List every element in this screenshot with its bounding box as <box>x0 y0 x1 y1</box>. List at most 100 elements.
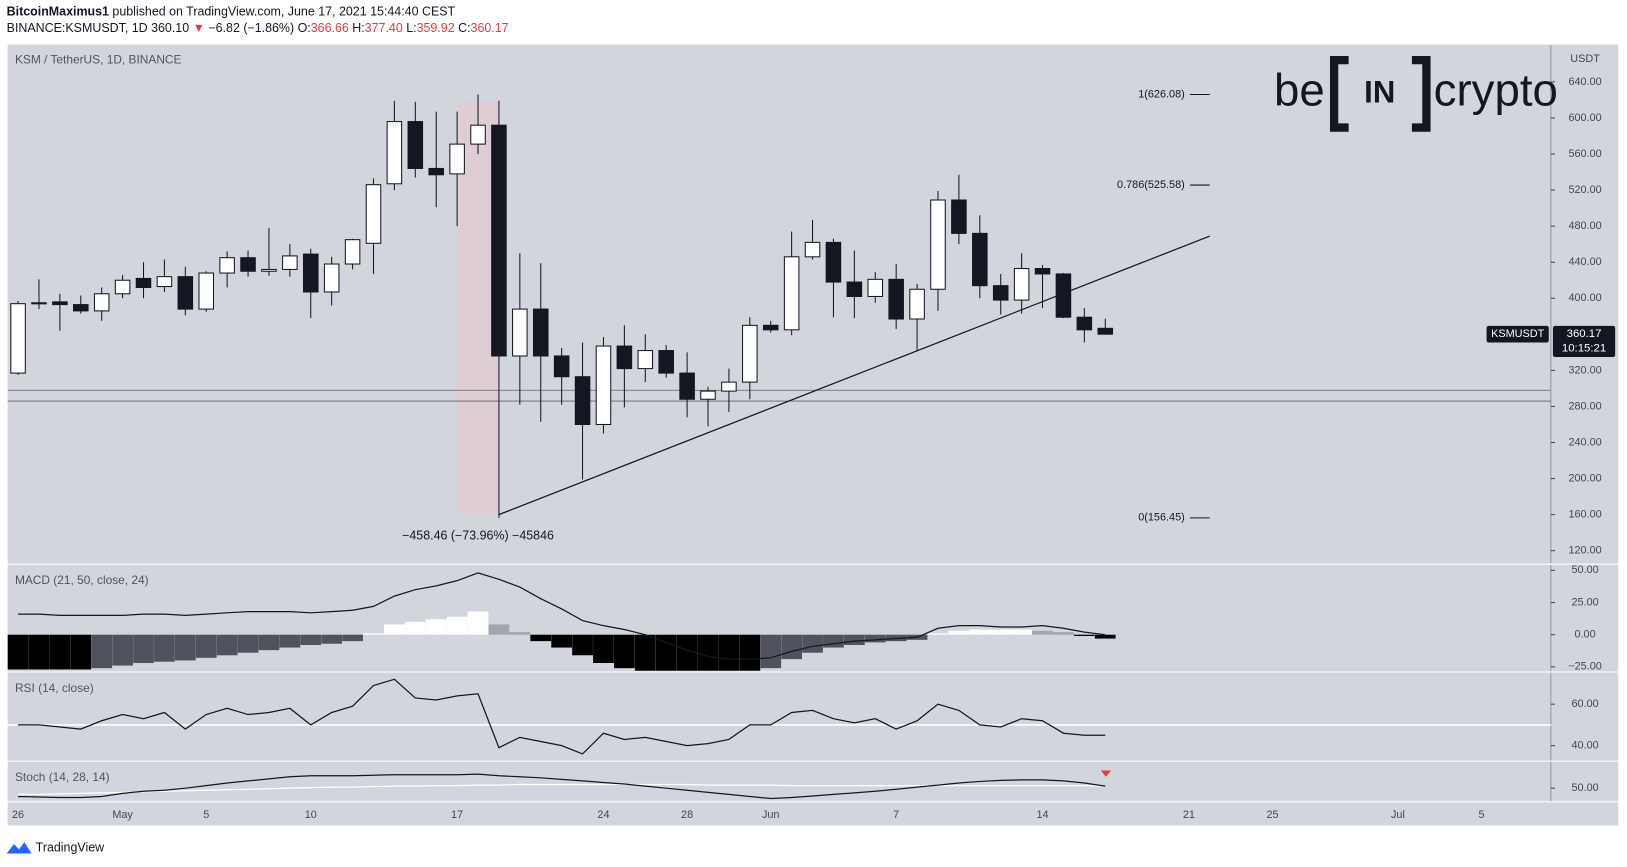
y-tick-label: 40.00 <box>1571 740 1598 752</box>
y-tick-label: 640.00 <box>1568 76 1601 88</box>
header-line-1: BitcoinMaximus1 published on TradingView… <box>7 5 456 19</box>
macd-bar <box>404 621 426 635</box>
macd-bar <box>467 611 489 635</box>
pane-title: Stoch (14, 28, 14) <box>15 770 110 784</box>
candle-body <box>992 285 1009 301</box>
macd-bar <box>446 616 468 635</box>
indicator-line <box>18 678 1106 755</box>
arrow: ▼ <box>193 21 205 35</box>
o-value: 366.66 <box>311 21 349 35</box>
macd-bar <box>823 634 844 648</box>
macd-bar <box>1073 634 1095 636</box>
candle-body <box>721 381 737 392</box>
candle-body <box>1013 268 1030 301</box>
candle-body <box>616 345 633 370</box>
macd-bar <box>91 634 113 669</box>
macd-bar <box>718 634 740 671</box>
macd-bar <box>843 634 865 645</box>
macd-bar <box>969 629 991 635</box>
x-tick-label: May <box>112 809 133 821</box>
candle-body <box>574 376 591 426</box>
macd-bar <box>781 634 803 660</box>
candle-body <box>783 256 800 331</box>
h-value: 377.40 <box>365 21 403 35</box>
h-label: H: <box>352 21 364 35</box>
candle-body <box>532 308 549 357</box>
candle-body <box>282 255 298 270</box>
y-tick-label: 60.00 <box>1571 698 1598 710</box>
macd-bar <box>760 634 782 669</box>
candle-body <box>344 239 361 265</box>
y-tick-label: 520.00 <box>1568 184 1601 196</box>
x-tick-label: 28 <box>681 809 693 821</box>
indicator-line <box>18 783 1106 796</box>
candle-body <box>972 232 988 287</box>
candle-body <box>261 268 277 272</box>
logo-brackets <box>1329 56 1431 132</box>
macd-bar <box>258 634 280 651</box>
macd-bar <box>300 634 322 645</box>
x-tick-label: Jul <box>1391 809 1405 821</box>
candle-body <box>219 257 235 274</box>
candle-body <box>135 277 152 288</box>
footer-text: TradingView <box>36 841 105 855</box>
candle-body <box>407 121 424 169</box>
macd-bar <box>593 634 614 664</box>
x-tick-label: 21 <box>1183 809 1195 821</box>
indicator-line <box>18 773 1106 800</box>
macd-bar <box>279 634 301 648</box>
macd-bar <box>488 624 510 635</box>
candle-body <box>240 257 256 272</box>
candle-body <box>658 350 674 374</box>
candle-body <box>867 278 884 297</box>
y-tick-label: 480.00 <box>1568 220 1601 232</box>
symbol-tag-box <box>1486 325 1549 343</box>
macd-bar <box>948 630 970 635</box>
macd-bar <box>342 634 363 642</box>
candle-body <box>512 308 528 357</box>
candle-body <box>386 121 403 185</box>
candle-body <box>198 272 215 310</box>
candle-body <box>177 276 194 310</box>
y-tick-label: 120.00 <box>1568 545 1601 557</box>
c-value: 360.17 <box>471 21 509 35</box>
plot-layer: 640.00600.00560.00520.00480.00440.00400.… <box>7 44 1619 821</box>
macd-bar <box>49 634 71 670</box>
candle-body <box>323 263 340 293</box>
l-label: L: <box>406 21 416 35</box>
macd-bar <box>70 634 92 670</box>
last: 360.10 <box>151 21 189 35</box>
y-tick-label: 200.00 <box>1568 472 1601 484</box>
macd-bar <box>1011 629 1032 635</box>
x-tick-label: Jun <box>762 809 780 821</box>
fib-label: 0.786(525.58) <box>1117 179 1185 191</box>
candle-body <box>825 241 842 283</box>
macd-bar <box>7 634 29 670</box>
macd-bar <box>572 634 593 656</box>
candle-body <box>553 355 570 378</box>
macd-bar <box>133 634 154 664</box>
macd-bar <box>551 634 573 648</box>
x-tick-label: 14 <box>1036 809 1048 821</box>
y-tick-label: −25.00 <box>1568 661 1602 673</box>
y-tick-label: 0.00 <box>1575 629 1596 641</box>
x-tick-label: 25 <box>1266 809 1278 821</box>
footer-icon <box>6 842 32 854</box>
macd-bar <box>174 634 196 661</box>
macd-bar <box>634 634 656 671</box>
macd-bar <box>363 633 384 635</box>
c-label: C: <box>458 21 470 35</box>
published: published on TradingView.com, June 17, 2… <box>112 5 455 19</box>
x-tick-label: 24 <box>597 809 609 821</box>
candle-body <box>951 199 967 234</box>
x-tick-label: 10 <box>305 809 317 821</box>
fib-label: 0(156.45) <box>1138 512 1185 524</box>
y-tick-label: 25.00 <box>1571 596 1598 608</box>
y-tick-label: 240.00 <box>1568 436 1601 448</box>
macd-line <box>18 572 1106 660</box>
candle-body <box>1034 268 1051 275</box>
candle-body <box>909 288 925 320</box>
candle-body <box>156 276 173 288</box>
x-tick-label: 5 <box>203 809 209 821</box>
